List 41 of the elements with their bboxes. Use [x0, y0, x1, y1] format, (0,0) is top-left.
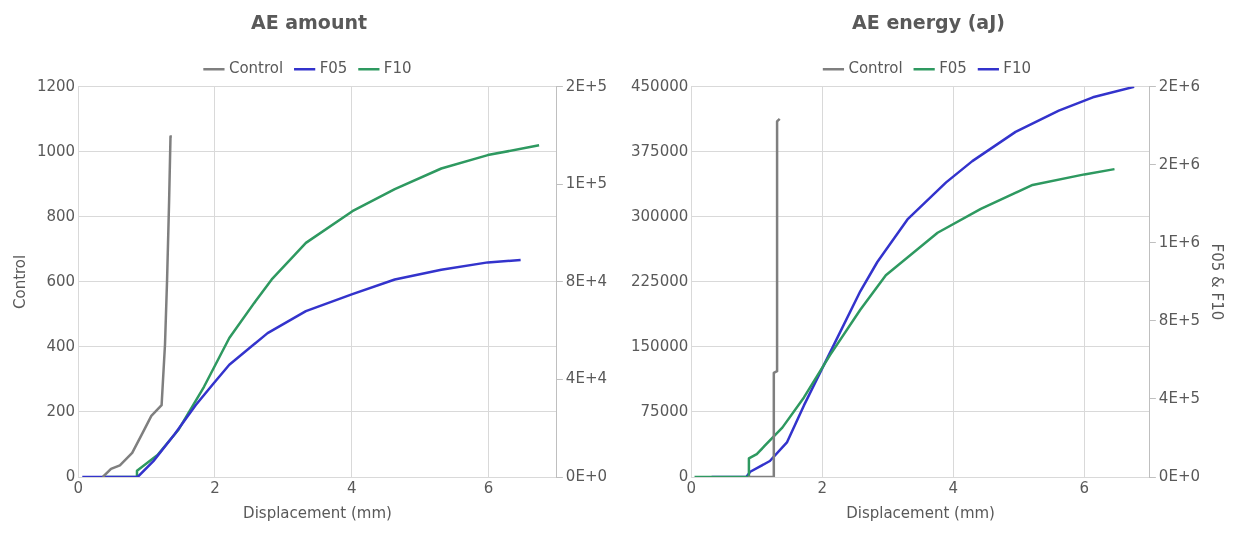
y-tick-label: 150000: [631, 336, 689, 355]
y2-tick-label: 1E+5: [565, 174, 608, 193]
x-axis-title: Displacement (mm): [243, 503, 392, 522]
legend-label: F05: [939, 59, 967, 78]
y2-tick-label: 2E+5: [565, 76, 608, 95]
y-tick-label: 75000: [640, 401, 689, 420]
y-tick-label: 200: [46, 401, 76, 420]
y-tick-label: 1200: [36, 76, 76, 95]
y2-tick-label: 4E+5: [1158, 388, 1201, 407]
legend-label: F10: [383, 59, 412, 78]
x-tick-label: 2: [210, 478, 220, 497]
y-tick-label: 1000: [36, 141, 76, 160]
y-tick-label: 300000: [631, 206, 689, 225]
y2-tick-label: 2E+6: [1158, 154, 1201, 173]
legend-label: F10: [1003, 59, 1032, 78]
y2-tick-label: 2E+6: [1158, 76, 1201, 95]
x-tick-label: 2: [817, 478, 828, 497]
y2-tick-label: 8E+4: [565, 271, 608, 290]
chart-title: AE energy (aJ): [852, 11, 1005, 34]
y-tick-label: 225000: [631, 271, 689, 290]
x-axis-title: Displacement (mm): [846, 503, 995, 522]
y2-tick-label: 0E+0: [1158, 466, 1201, 485]
y-axis-title: Control: [10, 254, 29, 310]
x-tick-label: 6: [1079, 478, 1090, 497]
x-tick-label: 4: [948, 478, 959, 497]
y-tick-label: 450000: [631, 76, 689, 95]
chart-title: AE amount: [250, 11, 368, 34]
y2-tick-label: 4E+4: [565, 369, 608, 388]
x-tick-label: 6: [483, 478, 494, 497]
x-tick-label: 4: [346, 478, 357, 497]
y-tick-label: 600: [46, 271, 76, 290]
legend-label: Control: [848, 59, 903, 78]
y-tick-label: 800: [46, 206, 76, 225]
legend-label: Control: [228, 59, 284, 78]
legend-label: F05: [319, 59, 348, 78]
y2-tick-label: 1E+6: [1158, 232, 1201, 251]
y2-tick-label: 0E+0: [565, 466, 608, 485]
y2-axis-title: F05 & F10: [1208, 243, 1227, 321]
y-tick-label: 400: [46, 336, 76, 355]
y-tick-label: 375000: [631, 141, 689, 160]
y2-tick-label: 8E+5: [1158, 310, 1201, 329]
